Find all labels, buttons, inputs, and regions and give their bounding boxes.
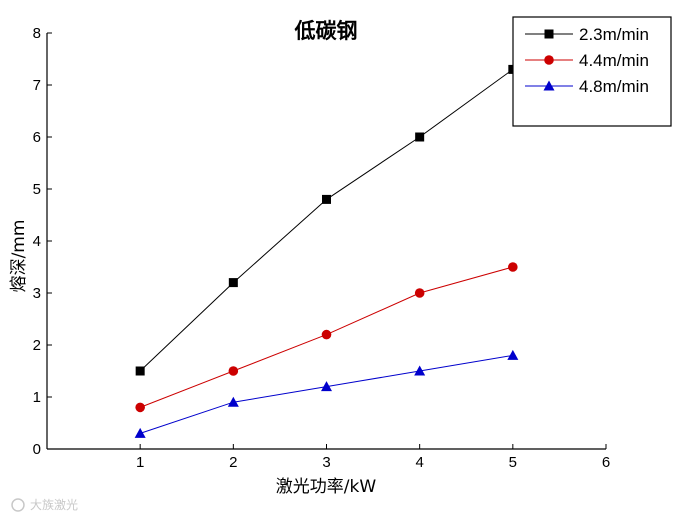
series-1-point (415, 132, 425, 142)
legend: 2.3m/min 4.4m/min 4.8m/min (512, 16, 672, 127)
series-1-line (139, 68, 514, 372)
watermark: 大族激光 (11, 498, 78, 512)
x-tick-label: 6 (602, 454, 610, 471)
legend-label: 4.4m/min (579, 51, 649, 70)
watermark-text: 大族激光 (30, 498, 78, 512)
x-tick-label: 1 (136, 454, 144, 471)
legend-marker (544, 55, 554, 65)
y-tick-label: 4 (33, 233, 41, 250)
series-3-line (140, 354, 513, 434)
legend-marker (543, 80, 555, 91)
legend-box (512, 16, 672, 127)
legend-marker (544, 29, 554, 39)
x-tick-label: 4 (415, 454, 423, 471)
y-tick-label: 7 (33, 77, 41, 94)
x-tick-label: 2 (229, 454, 237, 471)
series-2-point (321, 329, 332, 340)
y-tick-label: 3 (33, 285, 41, 302)
series-1-point (228, 278, 238, 288)
series-3-point (321, 381, 332, 392)
series-3-point (414, 365, 426, 376)
series-3-point (134, 427, 146, 438)
y-tick-label: 5 (33, 181, 41, 198)
series-2-point (135, 402, 145, 413)
series-1-point (322, 194, 331, 204)
chart-title: 低碳钢 (294, 19, 358, 43)
y-axis-label: 熔深/mm (9, 220, 29, 293)
y-tick-label: 1 (33, 389, 41, 406)
series-2-point (228, 366, 239, 376)
watermark-logo-icon (11, 498, 25, 512)
y-tick-label: 0 (33, 441, 41, 458)
x-tick-label: 5 (509, 454, 517, 471)
y-tick-label: 6 (33, 129, 41, 146)
series-1-point (135, 366, 145, 376)
legend-label: 4.8m/min (579, 77, 649, 96)
y-tick-label: 2 (33, 337, 41, 354)
x-tick-label: 3 (322, 454, 330, 471)
series-2-point (414, 288, 425, 298)
y-tick-label: 8 (33, 25, 41, 42)
x-axis-label: 激光功率/kW (276, 477, 377, 497)
series-3-point (507, 349, 519, 360)
legend-label: 2.3m/min (579, 25, 649, 44)
series-3-point (227, 396, 239, 407)
series-2-point (508, 262, 518, 272)
plot-area: 1 2 3 4 5 6 0 1 2 3 4 5 6 7 8 (33, 25, 611, 471)
